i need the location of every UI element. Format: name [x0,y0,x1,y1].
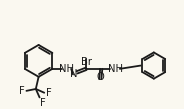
Text: F: F [40,98,46,108]
Text: F: F [46,88,52,98]
Text: F: F [19,86,25,96]
Text: N: N [70,69,78,78]
Text: Br: Br [81,57,92,67]
Text: NH: NH [59,64,74,74]
Text: NH: NH [108,64,123,74]
Text: O: O [96,72,104,82]
